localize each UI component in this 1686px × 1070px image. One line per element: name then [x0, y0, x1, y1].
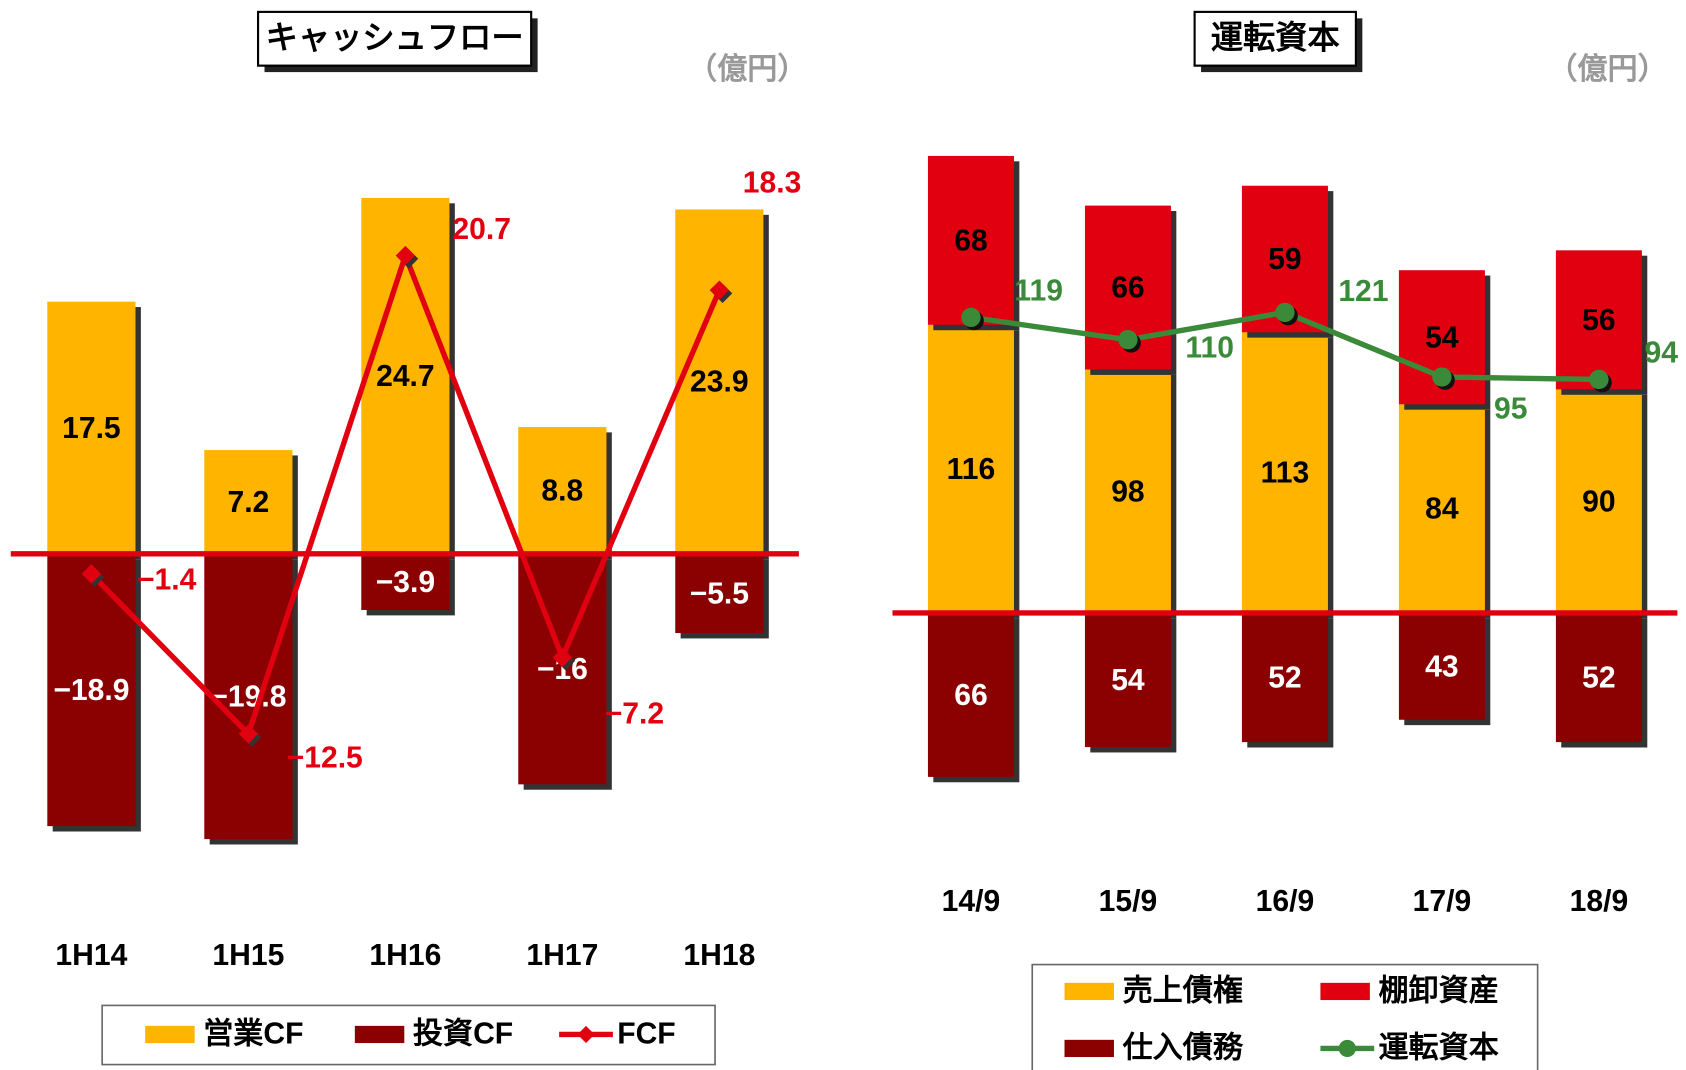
bar — [1555, 250, 1642, 390]
bar — [675, 209, 764, 554]
line-label: 110 — [1185, 331, 1234, 364]
data-label: 54 — [1425, 321, 1459, 354]
line-label: 95 — [1494, 392, 1527, 425]
legend-label: 棚卸資産 — [1378, 974, 1498, 1007]
data-label: 59 — [1268, 243, 1301, 276]
data-label: 98 — [1111, 475, 1144, 508]
bar — [927, 324, 1014, 613]
data-label: 7.2 — [227, 486, 269, 519]
bar — [1398, 404, 1485, 613]
x-tick-label: 18/9 — [1570, 885, 1629, 918]
data-label: 68 — [954, 224, 987, 257]
x-tick-label: 14/9 — [942, 885, 1001, 918]
legend-box — [1031, 963, 1539, 1070]
data-label: 54 — [1111, 664, 1145, 697]
x-tick-label: 1H16 — [369, 939, 441, 972]
line-label: 121 — [1338, 275, 1388, 308]
data-label: 52 — [1582, 662, 1615, 695]
legend-label: 仕入債務 — [1122, 1030, 1244, 1064]
bar — [1084, 369, 1171, 613]
legend-marker — [1338, 1039, 1356, 1058]
bar — [204, 553, 293, 840]
title-box — [256, 10, 533, 67]
data-label: 24.7 — [376, 360, 435, 393]
data-label: −3.9 — [376, 566, 435, 599]
line-label: −1.4 — [137, 563, 197, 596]
legend-label: 売上債権 — [1123, 974, 1243, 1007]
data-label: −18.9 — [53, 674, 129, 707]
legend-swatch — [1320, 982, 1370, 1001]
data-label: 43 — [1425, 650, 1458, 683]
data-label: 66 — [954, 679, 987, 712]
bar — [204, 450, 293, 554]
bar — [47, 301, 136, 554]
legend-label: 投資CF — [413, 1017, 513, 1050]
line-label: 119 — [1014, 275, 1063, 308]
bar — [47, 553, 136, 827]
legend-swatch — [1064, 1039, 1114, 1058]
x-tick-label: 1H14 — [55, 939, 127, 972]
bar — [927, 612, 1014, 777]
x-tick-label: 16/9 — [1256, 885, 1315, 918]
data-label: 66 — [1111, 272, 1144, 305]
bar — [1555, 389, 1642, 613]
bar — [1241, 332, 1328, 613]
marker — [395, 245, 416, 266]
bar — [675, 553, 764, 634]
line-label: 94 — [1645, 337, 1679, 370]
bar — [1241, 612, 1328, 743]
legend-swatch — [1064, 982, 1114, 1001]
legend-marker — [577, 1025, 595, 1044]
line-label: 18.3 — [743, 167, 802, 200]
legend-box — [101, 1004, 716, 1066]
data-label: 113 — [1261, 457, 1310, 490]
bar — [1555, 612, 1642, 743]
marker — [1118, 330, 1138, 350]
bar — [361, 553, 450, 611]
unit-label: （億円） — [687, 52, 807, 86]
unit-label: （億円） — [1547, 52, 1667, 86]
data-label: 23.9 — [690, 366, 749, 399]
marker — [709, 280, 730, 300]
title-box — [1193, 10, 1357, 67]
bar — [927, 155, 1014, 325]
x-tick-label: 1H17 — [526, 939, 598, 972]
data-label: 90 — [1582, 485, 1615, 518]
chart-title: キャッシュフロー — [266, 19, 524, 55]
chart-title: 運転資本 — [1211, 19, 1341, 55]
data-label: 116 — [947, 453, 996, 486]
legend-swatch — [354, 1025, 405, 1044]
data-label: 8.8 — [541, 475, 583, 508]
marker — [1275, 302, 1295, 323]
bar — [1398, 612, 1485, 720]
marker — [1589, 369, 1609, 390]
line-label: −12.5 — [287, 742, 363, 775]
line-label: 20.7 — [452, 213, 511, 246]
data-label: 56 — [1582, 304, 1615, 337]
bar — [518, 427, 607, 554]
marker — [961, 307, 981, 328]
data-label: 17.5 — [62, 412, 121, 445]
x-tick-label: 15/9 — [1099, 885, 1158, 918]
bar — [1084, 612, 1171, 748]
marker — [1432, 367, 1452, 387]
x-tick-label: 1H18 — [683, 939, 755, 972]
x-tick-label: 17/9 — [1413, 885, 1472, 918]
data-label: 52 — [1268, 662, 1301, 695]
x-tick-label: 1H15 — [212, 939, 284, 972]
data-label: 84 — [1425, 493, 1459, 526]
legend-label: FCF — [617, 1017, 676, 1050]
legend-swatch — [145, 1025, 195, 1044]
legend-label: 運転資本 — [1378, 1031, 1498, 1064]
legend-label: 営業CF — [203, 1017, 303, 1050]
line-label: −7.2 — [605, 698, 664, 731]
data-label: −5.5 — [690, 578, 749, 611]
